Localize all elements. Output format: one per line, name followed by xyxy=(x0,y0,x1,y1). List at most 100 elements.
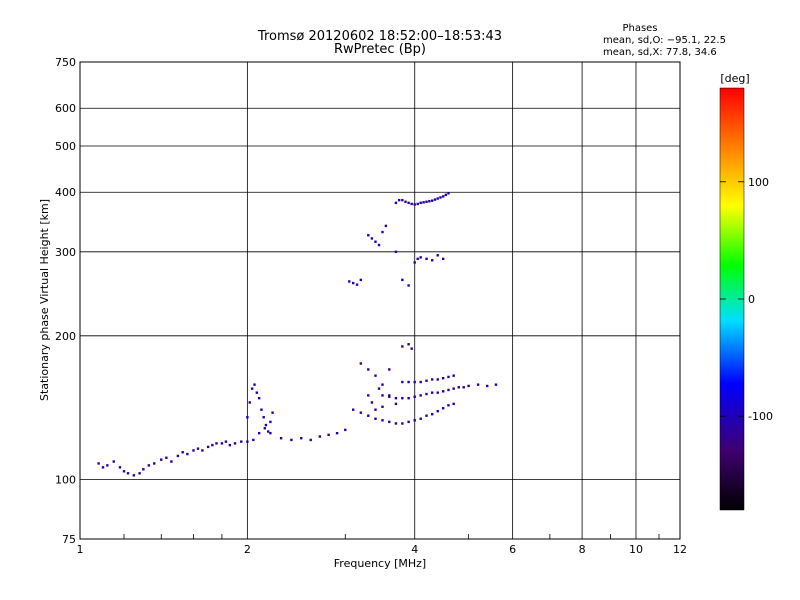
x-axis-label: Frequency [MHz] xyxy=(334,557,426,570)
data-point xyxy=(118,466,122,469)
data-point xyxy=(367,394,370,397)
data-point xyxy=(257,396,261,400)
data-point xyxy=(441,195,445,198)
data-point xyxy=(407,420,410,424)
data-point xyxy=(462,386,465,389)
data-point xyxy=(430,259,434,262)
data-point xyxy=(351,281,355,285)
data-point xyxy=(447,192,450,195)
data-point xyxy=(381,419,384,422)
data-point xyxy=(344,428,347,432)
data-point xyxy=(132,474,136,477)
data-point xyxy=(397,198,401,202)
data-point xyxy=(410,202,413,206)
data-point xyxy=(309,438,312,442)
data-point xyxy=(377,387,381,390)
data-point xyxy=(355,283,359,286)
data-point xyxy=(394,402,398,406)
data-point xyxy=(425,200,428,203)
data-point xyxy=(351,408,355,411)
data-point xyxy=(416,257,419,261)
data-point xyxy=(401,422,404,425)
data-point xyxy=(290,438,293,442)
colorbar-tick-label: 100 xyxy=(748,176,769,189)
data-point xyxy=(252,438,255,442)
data-point xyxy=(401,198,404,202)
data-point xyxy=(271,411,274,414)
chart-subtitle: RwPretec (Bp) xyxy=(334,42,426,57)
legend-line-x: mean, sd,X: 77.8, 34.6 xyxy=(603,47,717,58)
data-point xyxy=(255,391,259,394)
data-point xyxy=(264,423,268,427)
data-point xyxy=(436,197,439,200)
data-point xyxy=(374,374,377,377)
x-tick-label: 2 xyxy=(244,543,251,556)
data-point xyxy=(370,237,374,240)
data-point xyxy=(220,442,224,445)
data-point xyxy=(401,345,404,348)
data-point xyxy=(381,383,384,386)
y-tick-label: 400 xyxy=(55,186,76,199)
data-point xyxy=(122,470,126,473)
x-tick-label: 1 xyxy=(77,543,84,556)
y-tick-label: 300 xyxy=(55,246,76,259)
data-point xyxy=(181,451,184,454)
data-point xyxy=(430,412,434,416)
data-point xyxy=(260,408,263,411)
plot-area xyxy=(79,61,681,540)
data-point xyxy=(441,257,445,261)
data-point xyxy=(436,409,439,413)
data-point xyxy=(425,379,428,382)
y-tick-label: 100 xyxy=(55,473,76,486)
data-point xyxy=(374,417,377,420)
data-point xyxy=(348,280,351,283)
data-point xyxy=(404,200,407,203)
data-point xyxy=(257,431,261,435)
colorbar-label: [deg] xyxy=(720,72,749,85)
data-point xyxy=(407,201,410,205)
legend-title: Phases xyxy=(622,23,657,34)
data-point xyxy=(441,376,445,380)
data-point xyxy=(370,401,374,404)
data-point xyxy=(192,449,195,452)
x-tick-label: 8 xyxy=(579,543,586,556)
data-point xyxy=(196,447,200,450)
data-point xyxy=(359,411,363,414)
data-point xyxy=(419,394,422,397)
y-tick-label: 75 xyxy=(62,533,76,546)
chart-title: Tromsø 20120602 18:52:00–18:53:43 xyxy=(257,29,502,44)
data-point xyxy=(377,243,381,247)
data-point xyxy=(422,201,425,204)
data-point xyxy=(228,443,232,447)
data-point xyxy=(388,420,391,424)
data-point xyxy=(407,284,410,287)
data-point xyxy=(211,443,214,447)
data-point xyxy=(97,462,100,465)
data-point xyxy=(388,368,391,371)
data-point xyxy=(436,254,439,257)
data-point xyxy=(401,396,404,400)
data-point xyxy=(452,374,455,377)
data-point xyxy=(439,196,442,199)
data-point xyxy=(441,390,445,393)
data-point xyxy=(436,378,439,381)
data-point xyxy=(112,460,115,463)
data-point xyxy=(444,193,448,197)
data-point xyxy=(413,419,416,422)
x-tick-label: 10 xyxy=(629,543,643,556)
data-point xyxy=(413,261,416,264)
data-point xyxy=(467,384,470,388)
data-point xyxy=(457,386,460,389)
data-point xyxy=(452,387,455,390)
data-point xyxy=(428,200,431,203)
data-point xyxy=(101,466,105,469)
colorbar-tick-label: 0 xyxy=(748,293,755,306)
data-point xyxy=(201,449,204,452)
data-point xyxy=(419,201,422,205)
data-point xyxy=(436,391,439,394)
grid xyxy=(80,62,680,539)
data-point xyxy=(138,472,141,475)
data-point xyxy=(269,431,272,435)
data-point xyxy=(176,454,180,458)
